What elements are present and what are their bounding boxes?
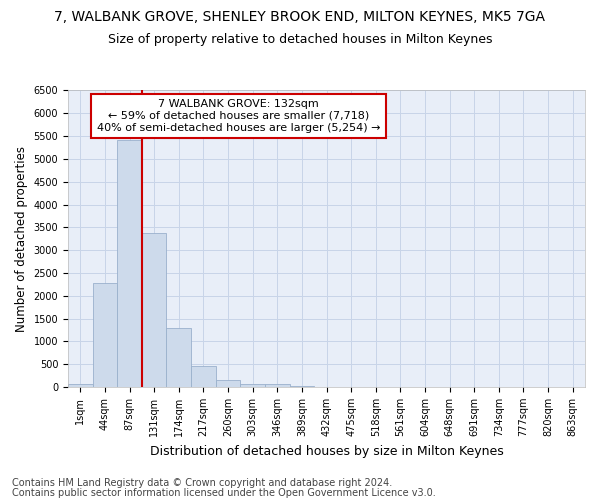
Bar bbox=[92, 283, 117, 387]
Bar bbox=[166, 328, 191, 387]
Bar bbox=[117, 140, 142, 387]
Bar bbox=[68, 384, 92, 387]
Bar bbox=[241, 384, 265, 387]
X-axis label: Distribution of detached houses by size in Milton Keynes: Distribution of detached houses by size … bbox=[149, 444, 503, 458]
Text: Size of property relative to detached houses in Milton Keynes: Size of property relative to detached ho… bbox=[108, 32, 492, 46]
Bar bbox=[191, 366, 216, 387]
Bar bbox=[265, 384, 290, 387]
Text: Contains HM Land Registry data © Crown copyright and database right 2024.: Contains HM Land Registry data © Crown c… bbox=[12, 478, 392, 488]
Bar bbox=[216, 380, 241, 387]
Text: 7, WALBANK GROVE, SHENLEY BROOK END, MILTON KEYNES, MK5 7GA: 7, WALBANK GROVE, SHENLEY BROOK END, MIL… bbox=[55, 10, 545, 24]
Bar bbox=[142, 233, 166, 387]
Text: 7 WALBANK GROVE: 132sqm
← 59% of detached houses are smaller (7,718)
40% of semi: 7 WALBANK GROVE: 132sqm ← 59% of detache… bbox=[97, 100, 380, 132]
Y-axis label: Number of detached properties: Number of detached properties bbox=[15, 146, 28, 332]
Bar bbox=[290, 386, 314, 387]
Text: Contains public sector information licensed under the Open Government Licence v3: Contains public sector information licen… bbox=[12, 488, 436, 498]
